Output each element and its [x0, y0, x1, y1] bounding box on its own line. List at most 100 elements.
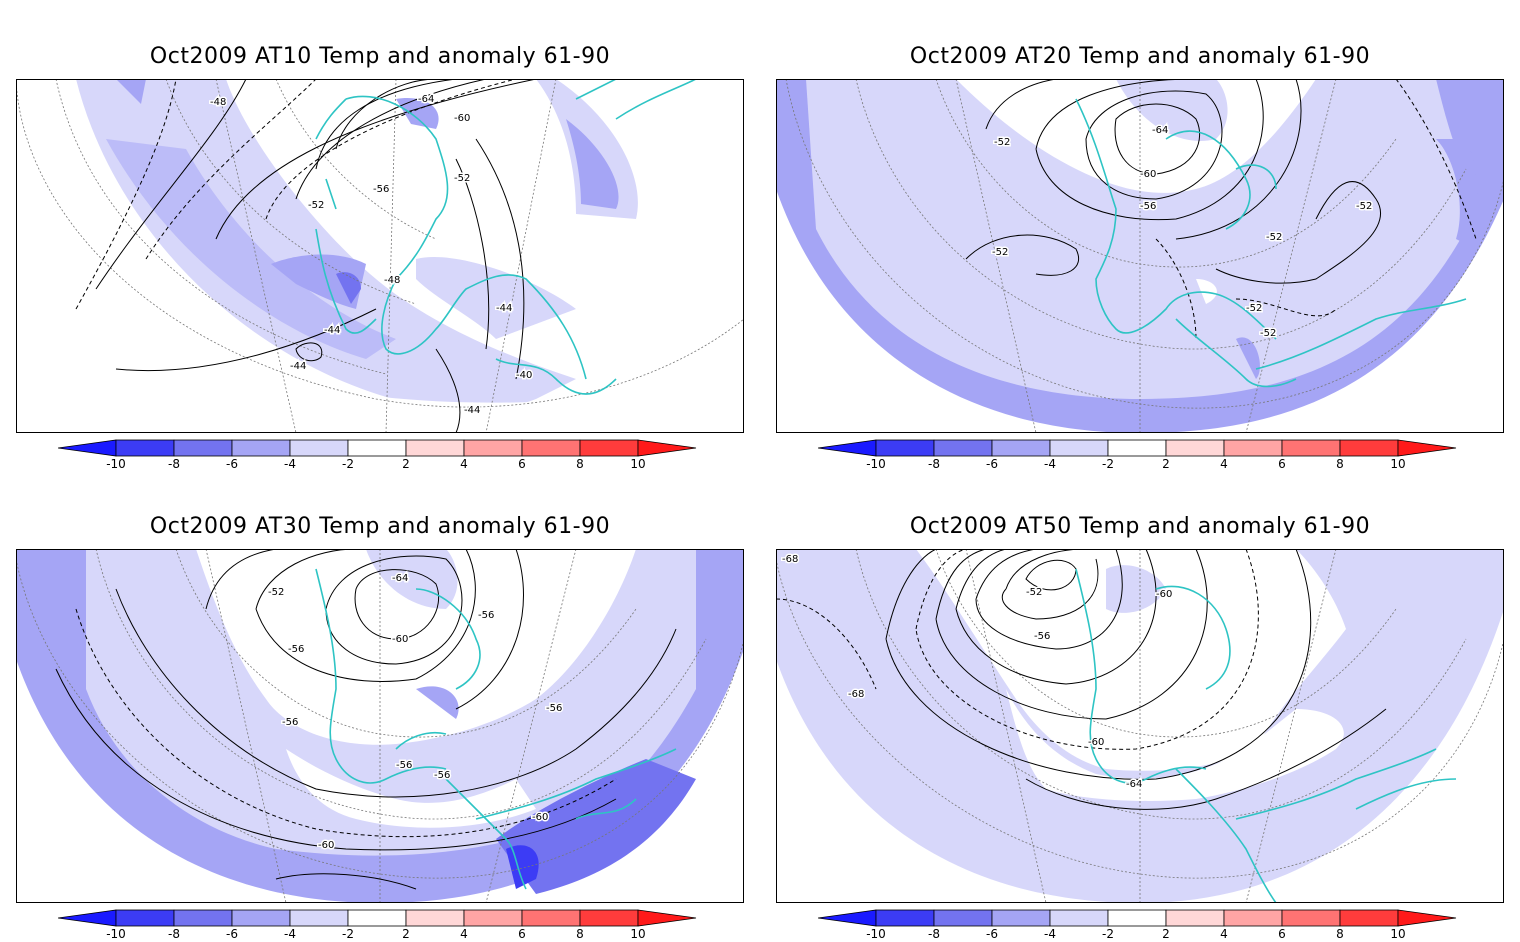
colorbar-arrow-high: [637, 439, 697, 457]
colorbar-segment: [521, 439, 581, 457]
contour-label: -44: [464, 405, 480, 416]
colorbar-tick-label: -4: [284, 927, 296, 941]
colorbar-tick-label: -8: [928, 927, 940, 941]
contour-label: -56: [1140, 201, 1156, 212]
colorbar-segment: [1165, 909, 1225, 927]
colorbar-segment: [173, 439, 233, 457]
colorbar-tick-label: 10: [1390, 457, 1405, 471]
contour-label: -60: [318, 840, 334, 851]
contour-label: -64: [1152, 125, 1168, 136]
contour-label: -52: [1246, 303, 1262, 314]
colorbar-tick-label: 10: [630, 457, 645, 471]
contour-label: -40: [516, 370, 532, 381]
colorbar-arrow-low: [818, 439, 877, 457]
contour-label: -52: [1266, 232, 1282, 243]
colorbar-tick-label: -4: [284, 457, 296, 471]
colorbar-tick-label: -2: [1102, 927, 1114, 941]
map-panel-at50: -68 -68 -60 -56 -52 -60 -64: [776, 549, 1504, 903]
contour-label: -52: [1356, 201, 1372, 212]
colorbar-arrow-low: [818, 909, 877, 927]
colorbar-segment: [463, 909, 523, 927]
contour-label: -56: [478, 610, 494, 621]
colorbar-tick-label: 6: [1278, 457, 1286, 471]
contour-label: -56: [434, 770, 450, 781]
colorbar-arrow-low: [58, 439, 117, 457]
colorbar-segment: [991, 439, 1051, 457]
contour-label: -52: [1260, 328, 1276, 339]
colorbar-tick-label: -8: [168, 927, 180, 941]
colorbar-segment: [405, 909, 465, 927]
colorbar-segment: [231, 909, 291, 927]
colorbar-segment: [1223, 439, 1283, 457]
contour-label: -52: [992, 247, 1008, 258]
colorbar-tick-label: -6: [986, 457, 998, 471]
colorbar-tick-label: -4: [1044, 457, 1056, 471]
colorbar-3: -10 -8 -6 -4 -2 2 4 6 8 10: [58, 909, 697, 941]
colorbar-arrow-high: [1397, 439, 1457, 457]
contour-label: -52: [1026, 587, 1042, 598]
colorbar-segment: [115, 909, 175, 927]
colorbar-arrow-high: [1397, 909, 1457, 927]
colorbar-tick-label: 4: [1220, 927, 1228, 941]
colorbar-segment: [289, 439, 349, 457]
colorbar-segment: [1107, 909, 1167, 927]
colorbar-tick-label: -10: [106, 927, 126, 941]
colorbar-tick-label: 4: [1220, 457, 1228, 471]
map-panel-at30: -64 -60 -56 -56 -56 -56 -56 -52 -60 -60 …: [16, 549, 744, 903]
colorbar-segment: [1165, 439, 1225, 457]
colorbar-segment: [347, 909, 407, 927]
colorbar-segment: [579, 439, 639, 457]
colorbar-tick-label: 10: [630, 927, 645, 941]
contour-label: -56: [1034, 631, 1050, 642]
colorbar-segment: [521, 909, 581, 927]
colorbar-tick-label: -10: [866, 457, 886, 471]
colorbar-segment: [1049, 909, 1109, 927]
colorbar-segment: [875, 909, 935, 927]
colorbar-tick-label: 2: [402, 457, 410, 471]
colorbar-tick-label: 6: [1278, 927, 1286, 941]
colorbar-segment: [405, 439, 465, 457]
colorbar-tick-label: 8: [576, 457, 584, 471]
colorbar-segment: [115, 439, 175, 457]
colorbar-tick-label: -4: [1044, 927, 1056, 941]
colorbar-tick-label: 4: [460, 457, 468, 471]
colorbar-segment: [347, 439, 407, 457]
contour-label: -52: [268, 587, 284, 598]
colorbar-tick-label: -2: [1102, 457, 1114, 471]
colorbar-segment: [579, 909, 639, 927]
colorbar-tick-label: 8: [1336, 457, 1344, 471]
contour-label: -52: [994, 137, 1010, 148]
contour-label: -60: [532, 812, 548, 823]
contour-label: -48: [210, 97, 226, 108]
panel-4-title: Oct2009 AT50 Temp and anomaly 61-90: [909, 514, 1371, 539]
contour-label: -48: [384, 275, 400, 286]
colorbar-tick-label: 10: [1390, 927, 1405, 941]
colorbar-segment: [1339, 909, 1399, 927]
colorbar-tick-label: -8: [928, 457, 940, 471]
contour-label: -68: [782, 554, 798, 565]
colorbar-segment: [1281, 909, 1341, 927]
contour-label: -56: [282, 717, 298, 728]
contour-label: -56: [396, 760, 412, 771]
contour-label: -52: [308, 200, 324, 211]
map-panel-at10: -64 -60 -56 -52 -52 -48 -48 -44 -44 -44 …: [16, 79, 744, 433]
contour-label: -44: [496, 303, 512, 314]
contour-label: -64: [1126, 779, 1142, 790]
colorbar-segment: [1107, 439, 1167, 457]
colorbar-tick-label: -2: [342, 927, 354, 941]
colorbar-segment: [173, 909, 233, 927]
colorbar-tick-label: -6: [986, 927, 998, 941]
colorbar-tick-label: -6: [226, 457, 238, 471]
colorbar-tick-label: 2: [1162, 927, 1170, 941]
colorbar-tick-label: 2: [1162, 457, 1170, 471]
colorbar-segment: [991, 909, 1051, 927]
contour-label: -64: [392, 573, 408, 584]
colorbar-tick-label: -10: [106, 457, 126, 471]
panel-3-title: Oct2009 AT30 Temp and anomaly 61-90: [149, 514, 611, 539]
contour-label: -60: [1088, 737, 1104, 748]
colorbar-tick-label: 4: [460, 927, 468, 941]
colorbar-segment: [933, 909, 993, 927]
colorbar-segment: [1339, 439, 1399, 457]
colorbar-segment: [1281, 439, 1341, 457]
colorbar-segment: [289, 909, 349, 927]
